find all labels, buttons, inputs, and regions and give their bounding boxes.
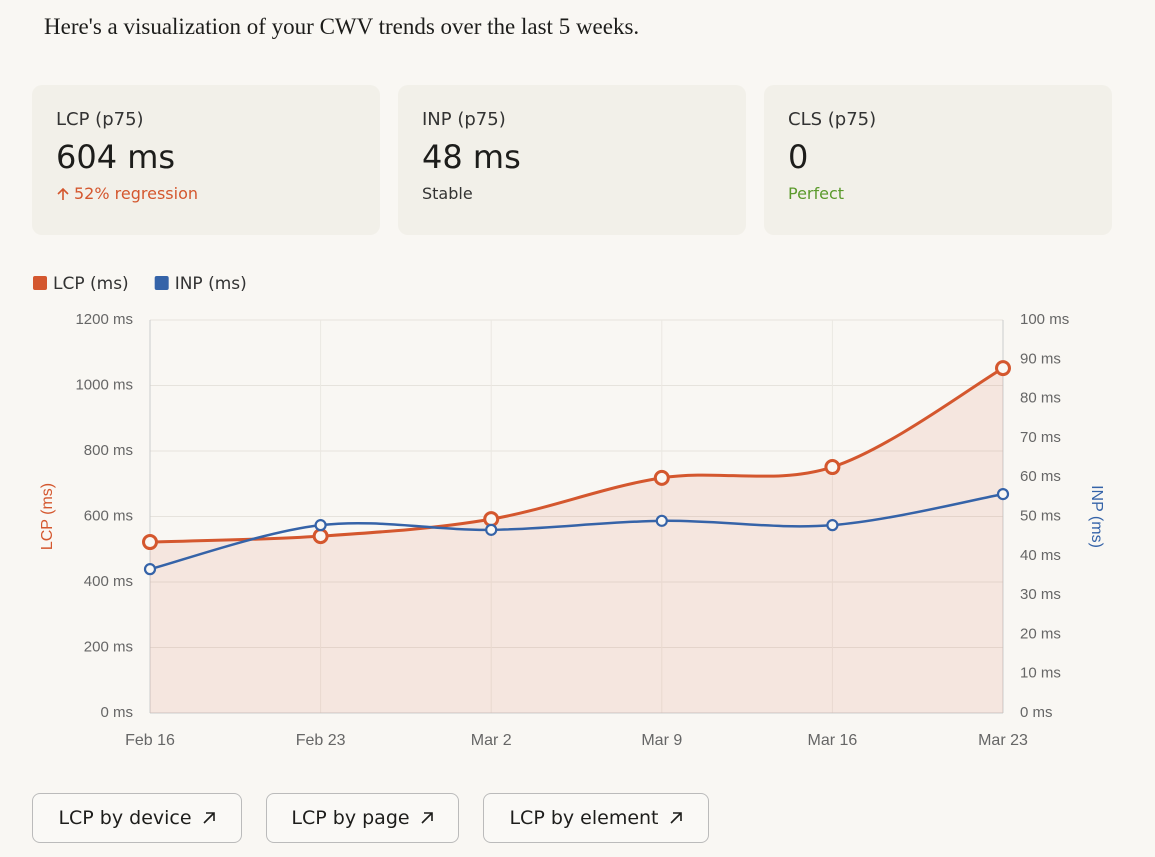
x-tick-label: Mar 9: [641, 732, 682, 749]
legend-swatch: [154, 276, 169, 290]
series-line: [149, 366, 1004, 544]
y2-tick-label: 20 ms: [1020, 625, 1061, 642]
data-point: [142, 534, 158, 551]
metric-card: LCP (p75) 604 ms 52% regression: [32, 85, 380, 235]
card-status: Perfect: [788, 184, 845, 203]
header-title: Here's a visualization of your CWV trend…: [44, 14, 640, 39]
card-status: 52% regression: [56, 184, 356, 203]
card-value: 604 ms: [56, 138, 176, 176]
data-point: [485, 523, 498, 536]
y2-tick-label: 100 ms: [1020, 311, 1069, 328]
legend-label: INP (ms): [175, 274, 247, 294]
data-point: [143, 563, 157, 576]
link-button[interactable]: LCP by element: [483, 793, 709, 843]
chart: LCP (ms) INP (ms) 0 ms 200 ms 400 ms 600 ms 80…: [33, 274, 1105, 749]
y2-tick-label: 50 ms: [1020, 507, 1061, 524]
data-point: [483, 511, 500, 528]
data-point: [996, 487, 1010, 501]
y2-tick-label: 70 ms: [1020, 429, 1061, 446]
data-point: [824, 459, 841, 476]
y-tick-label: 0 ms: [100, 704, 133, 721]
card-label: LCP (p75): [56, 109, 144, 130]
x-tick-label: Mar 2: [471, 732, 512, 749]
y2-tick-label: 60 ms: [1020, 468, 1061, 485]
y2-tick-label: 80 ms: [1020, 390, 1061, 407]
button-text: LCP by element: [509, 807, 659, 829]
card-value: 48 ms: [422, 138, 521, 176]
card-value: 0: [788, 138, 809, 176]
external-icon: [421, 812, 433, 824]
y2-axis-title: INP (ms): [1088, 485, 1105, 548]
y-tick-label: 200 ms: [84, 638, 133, 655]
data-point: [826, 519, 839, 532]
y-tick-label: 800 ms: [84, 442, 133, 459]
x-tick-label: Feb 16: [125, 732, 175, 749]
card-label: INP (p75): [422, 109, 506, 130]
metric-card: CLS (p75) 0 Perfect: [764, 85, 1112, 235]
external-icon: [202, 812, 215, 824]
x-tick-label: Feb 23: [296, 732, 346, 749]
y-tick-label: 600 ms: [84, 507, 133, 524]
arrow-up-icon: [57, 187, 69, 200]
y2-tick-label: 0 ms: [1020, 704, 1053, 721]
data-point: [655, 514, 668, 527]
y-tick-label: 1200 ms: [75, 311, 133, 328]
card-label: CLS (p75): [788, 109, 877, 130]
card-status: Stable: [422, 184, 473, 203]
y-tick-label: 400 ms: [84, 573, 133, 590]
link-button[interactable]: LCP by device: [32, 793, 242, 843]
legend-swatch: [33, 276, 47, 290]
data-point: [312, 528, 329, 545]
x-tick-label: Mar 23: [978, 732, 1028, 749]
y-tick-label: 1000 ms: [75, 376, 133, 393]
y2-tick-label: 10 ms: [1020, 665, 1061, 682]
button-text: LCP by page: [291, 807, 410, 829]
external-icon: [669, 812, 682, 824]
series-line: [149, 492, 1004, 571]
y2-tick-label: 30 ms: [1020, 586, 1061, 603]
y2-tick-label: 40 ms: [1020, 547, 1061, 564]
button-text: LCP by device: [58, 807, 192, 829]
metric-card: INP (p75) 48 ms Stable: [398, 85, 746, 235]
y-axis-title: LCP (ms): [39, 483, 56, 550]
x-tick-label: Mar 16: [808, 732, 858, 749]
legend-label: LCP (ms): [53, 274, 129, 294]
card-status-text: 52% regression: [74, 184, 198, 203]
data-point: [653, 469, 670, 486]
area: [150, 368, 1003, 713]
link-button[interactable]: LCP by page: [266, 793, 459, 843]
data-point: [314, 519, 327, 532]
data-point: [995, 360, 1011, 377]
y2-tick-label: 90 ms: [1020, 350, 1061, 367]
